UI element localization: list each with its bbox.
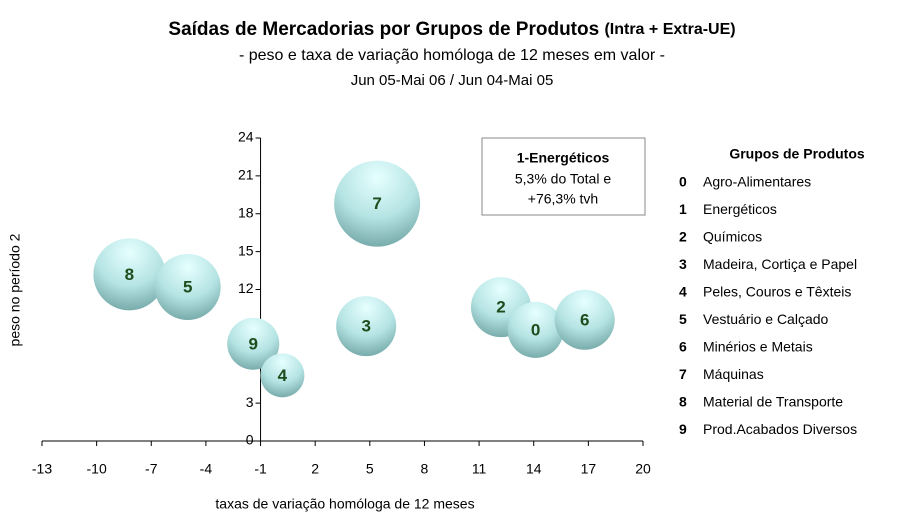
bubble-label: 5 — [183, 277, 192, 296]
y-tick-label: 18 — [238, 204, 254, 220]
legend-key: 1 — [679, 201, 687, 217]
annotation-line: +76,3% tvh — [528, 191, 598, 207]
bubble — [154, 253, 221, 320]
subtitle: - peso e taxa de variação homóloga de 12… — [239, 47, 665, 64]
legend-name: Minérios e Metais — [703, 339, 813, 355]
bubble-label: 3 — [361, 317, 370, 336]
bubble-label: 0 — [531, 320, 540, 339]
x-tick-label: 14 — [526, 461, 542, 477]
legend-name: Máquinas — [703, 366, 764, 382]
y-tick-label: 3 — [246, 394, 254, 410]
title-suffix: (Intra + Extra-UE) — [604, 21, 735, 38]
annotation-line: 5,3% do Total e — [515, 171, 611, 187]
bubble — [336, 296, 397, 357]
x-tick-label: -10 — [87, 461, 107, 477]
title-main: Saídas de Mercadorias por Grupos de Prod… — [168, 19, 599, 40]
legend-key: 3 — [679, 256, 687, 272]
x-tick-label: 20 — [635, 461, 651, 477]
x-tick-label: 17 — [581, 461, 597, 477]
legend-name: Energéticos — [703, 201, 777, 217]
y-tick-label: 15 — [238, 242, 254, 258]
legend-name: Prod.Acabados Diversos — [703, 421, 857, 437]
subtitle2: Jun 05-Mai 06 / Jun 04-Mai 05 — [351, 72, 554, 89]
legend-key: 7 — [679, 366, 687, 382]
x-tick-label: 5 — [366, 461, 374, 477]
bubble — [334, 160, 421, 247]
bubble-label: 6 — [580, 310, 589, 329]
annotation-title: 1-Energéticos — [517, 150, 610, 166]
x-tick-label: 2 — [311, 461, 319, 477]
legend-name: Agro-Alimentares — [703, 174, 811, 190]
bubble — [507, 301, 564, 358]
legend-key: 4 — [679, 284, 687, 300]
legend-name: Madeira, Cortiça e Papel — [703, 256, 857, 272]
legend-name: Químicos — [703, 229, 762, 245]
x-tick-label: -4 — [200, 461, 213, 477]
legend-key: 9 — [679, 421, 687, 437]
chart-title: Saídas de Mercadorias por Grupos de Prod… — [168, 19, 735, 40]
y-tick-label: 24 — [238, 129, 254, 145]
bubble — [93, 238, 166, 311]
x-tick-label: -13 — [32, 461, 52, 477]
x-tick-label: 11 — [472, 461, 487, 477]
legend-key: 6 — [679, 339, 687, 355]
y-tick-label: 0 — [246, 432, 254, 448]
legend-title: Grupos de Produtos — [729, 146, 865, 162]
legend-key: 2 — [679, 229, 687, 245]
y-tick-label: 12 — [238, 280, 254, 296]
bubble-label: 2 — [496, 298, 505, 317]
y-tick-label: 21 — [238, 167, 254, 183]
legend-name: Vestuário e Calçado — [703, 311, 829, 327]
bubble-label: 4 — [278, 366, 288, 385]
x-axis-label: taxas de variação homóloga de 12 meses — [215, 496, 474, 512]
legend-key: 5 — [679, 311, 687, 327]
legend-name: Peles, Couros e Têxteis — [703, 284, 851, 300]
bubble-label: 9 — [249, 334, 258, 353]
legend-key: 0 — [679, 174, 687, 190]
bubble — [260, 353, 305, 398]
x-tick-label: -7 — [145, 461, 158, 477]
x-tick-label: 8 — [421, 461, 429, 477]
annotation-box — [481, 137, 646, 216]
bubble — [554, 289, 615, 350]
y-axis-label: peso no período 2 — [7, 233, 23, 346]
x-tick-label: -1 — [254, 461, 267, 477]
bubble-label: 8 — [125, 265, 134, 284]
legend-key: 8 — [679, 394, 687, 410]
legend-name: Material de Transporte — [703, 394, 843, 410]
bubble-label: 7 — [372, 194, 381, 213]
bubble — [227, 317, 280, 370]
